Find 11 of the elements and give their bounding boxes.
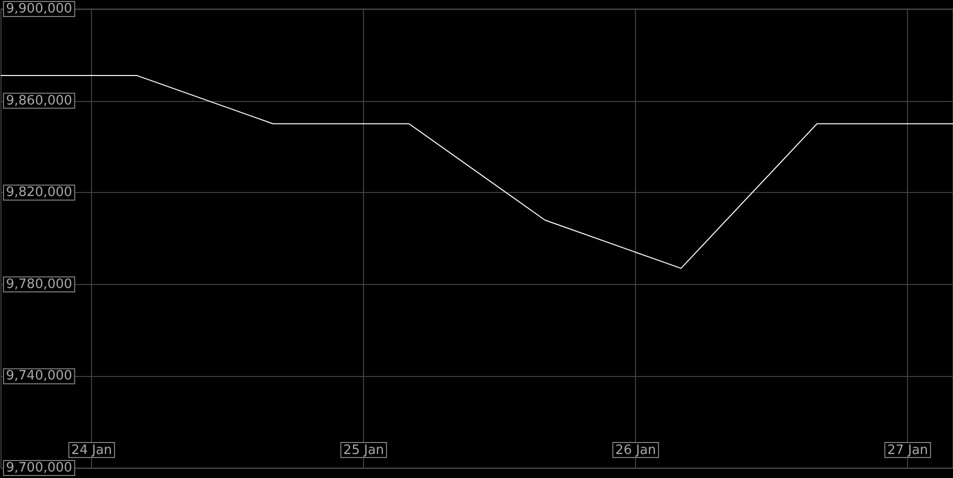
x-tick-label: 26 Jan: [615, 443, 656, 458]
y-tick-label: 9,780,000: [6, 276, 72, 292]
y-tick-label: 9,860,000: [6, 93, 72, 108]
x-tick-label: 25 Jan: [343, 443, 384, 458]
y-tick-label: 9,700,000: [6, 460, 72, 476]
y-tick-label: 9,740,000: [6, 368, 72, 384]
x-tick-label: 27 Jan: [887, 443, 928, 458]
y-tick-label: 9,820,000: [6, 185, 72, 200]
x-tick-label: 24 Jan: [71, 443, 112, 458]
line-series: [0, 75, 953, 269]
y-tick-label: 9,900,000: [6, 2, 72, 16]
